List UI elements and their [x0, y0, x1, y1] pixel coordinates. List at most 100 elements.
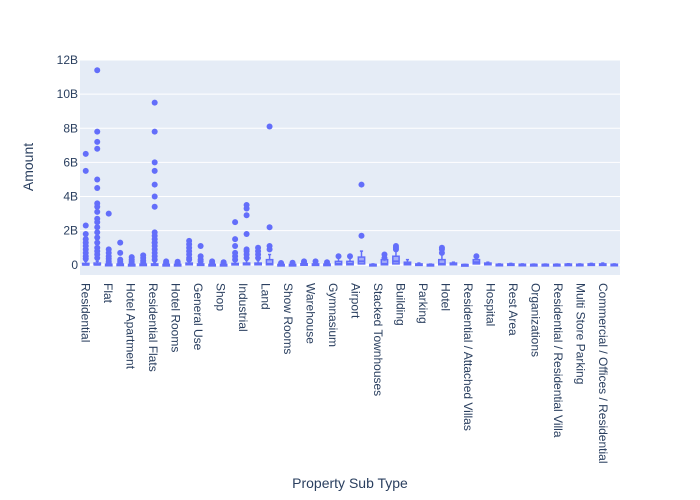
y-axis-ticks: 0 2B 4B 6B 8B 10B 12B [57, 53, 79, 272]
x-tick-label: Residential / Attached Villas [461, 283, 475, 431]
box-group [242, 202, 251, 266]
box-group [438, 244, 446, 266]
plot-background [80, 60, 620, 275]
y-tick-label: 6B [63, 155, 78, 169]
box-group [518, 263, 527, 267]
box-group [460, 263, 469, 267]
outlier-point [117, 249, 124, 256]
box-group [81, 150, 90, 266]
outlier-point [82, 255, 89, 262]
outlier-point [186, 256, 193, 263]
outlier-point [140, 259, 147, 266]
outlier-point [278, 260, 285, 267]
x-axis-ticks: Residential Flat Hotel Apartment Residentia… [79, 283, 611, 464]
x-tick-label: Organizations [529, 283, 543, 357]
outlier-point [94, 234, 101, 241]
box-group [449, 261, 458, 266]
box-group [392, 242, 400, 265]
outlier-point [438, 249, 445, 256]
box-group [587, 262, 596, 267]
box-group [219, 259, 228, 267]
outlier-point [358, 181, 365, 188]
box-group [162, 258, 171, 267]
x-tick-label: Gymnasium [326, 283, 340, 347]
box-group [495, 263, 504, 267]
outlier-point [94, 229, 101, 236]
outlier-point [335, 253, 342, 260]
outlier-point [151, 239, 158, 246]
box-group [472, 253, 481, 265]
box-group [483, 261, 492, 266]
outlier-point [82, 231, 89, 238]
outlier-point [105, 210, 112, 217]
x-axis-title: Property Sub Type [292, 475, 408, 491]
outlier-point [94, 208, 101, 215]
outlier-point [324, 259, 331, 266]
x-tick-label: Commercial / Offices / Residential [596, 283, 610, 464]
box-group [334, 253, 343, 266]
x-tick-label: Hotel [439, 283, 453, 311]
x-tick-label: Industrial [236, 283, 250, 332]
box-group [288, 259, 297, 267]
outlier-point [94, 67, 101, 74]
x-tick-label: Residential / Residential Villa [551, 283, 565, 438]
box-group [323, 259, 331, 267]
x-tick-label: General Use [191, 283, 205, 351]
outlier-point [358, 232, 365, 239]
box-group [104, 210, 113, 267]
outlier-point [243, 231, 250, 238]
outlier-point [94, 138, 101, 145]
y-tick-label: 0 [71, 258, 78, 272]
x-tick-label: Hotel Rooms [169, 283, 183, 352]
outlier-point [128, 260, 135, 267]
outlier-point [151, 99, 158, 106]
x-tick-label: Rest Area [506, 283, 520, 336]
outlier-point [232, 242, 239, 249]
outlier-point [232, 236, 239, 243]
outlier-point [82, 222, 89, 229]
box-group [277, 260, 285, 267]
box-group [300, 258, 308, 266]
outlier-point [266, 123, 273, 130]
box-group [196, 242, 205, 267]
x-tick-label: Parking [416, 283, 430, 324]
outlier-point [151, 193, 158, 200]
box-group [116, 239, 125, 267]
box-group [254, 244, 262, 266]
x-tick-label: Warehouse [304, 283, 318, 344]
outlier-point [243, 212, 250, 219]
outlier-point [301, 259, 308, 266]
outlier-point [266, 224, 273, 231]
box-group [380, 251, 389, 266]
box-group [564, 262, 573, 267]
outlier-point [94, 184, 101, 191]
outlier-point [289, 259, 296, 266]
outlier-point [94, 224, 101, 231]
outlier-point [243, 205, 250, 212]
outlier-point [163, 260, 170, 267]
outlier-point [105, 260, 112, 267]
outlier-point [94, 176, 101, 183]
y-tick-label: 12B [57, 53, 78, 67]
outlier-point [381, 254, 388, 261]
box-group [415, 262, 423, 267]
y-tick-label: 4B [63, 190, 78, 204]
outlier-point [151, 159, 158, 166]
box-series [81, 67, 619, 267]
box-group [93, 67, 102, 266]
box-group [552, 263, 561, 267]
box-group [529, 263, 538, 267]
outlier-point [151, 128, 158, 135]
x-tick-label: Land [259, 283, 273, 310]
box-iqr [392, 255, 400, 265]
box-group [610, 263, 619, 267]
outlier-point [117, 260, 124, 267]
x-tick-label: Flat [101, 283, 115, 304]
x-tick-label: Multi Store Parking [574, 283, 588, 384]
x-tick-label: Show Rooms [281, 283, 295, 354]
outlier-point [266, 246, 273, 253]
outlier-point [94, 128, 101, 135]
box-group [311, 258, 320, 267]
x-tick-label: Residential [79, 283, 93, 342]
